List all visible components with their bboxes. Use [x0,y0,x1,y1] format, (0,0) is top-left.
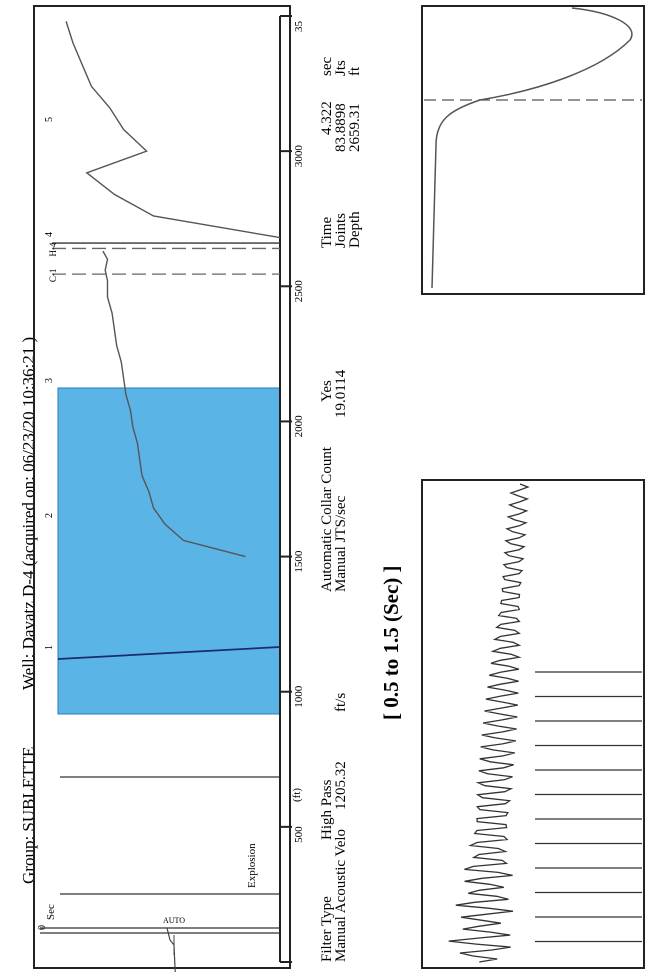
ft-label: (ft) [291,788,303,802]
depth-tick-label: 1500 [293,550,305,573]
velocity-unit: ft/s [333,693,349,712]
depth-tick-label: 500 [293,826,305,843]
main-series-line [65,21,281,239]
time-tick-label: 2 [44,513,55,518]
zoom-waveform [448,483,530,963]
main-time-ticks: 1 2 3 4 5 [44,117,55,650]
main-series-line [102,250,246,558]
joints-label: Joints [333,213,349,248]
depth-value: 2659.31 [347,103,363,152]
main-markers: C-1 H-4 [48,242,280,282]
well-label: Well: Davatz D-4 (acquired on: 06/23/20 … [19,337,38,690]
window-box [57,387,281,715]
velocity-label: Manual Acoustic Velo [333,829,349,962]
time-tick-label: 4 [44,232,55,237]
auto-trace [166,927,176,972]
depth-unit: ft [347,66,363,76]
depth-tick-label: 35 [293,21,305,33]
filter-type-value: High Pass [319,779,335,840]
main-chart-frame [33,5,291,969]
joints-value: 83.8898 [333,103,349,152]
time-unit: sec [319,57,335,76]
marker-label-c1: C-1 [48,269,58,283]
collar-count-label: Automatic Collar Count [319,446,335,592]
zoom-chart-frame [421,479,645,969]
collar-count-value: Yes [319,380,335,402]
depth-tick-label: 1000 [293,685,305,708]
zero-sec-label: 0 [37,925,48,930]
depth-label: Depth [347,211,363,248]
zoom-series [448,483,642,963]
depth-tick-label: 2500 [293,280,305,303]
echo-chart-frame [421,5,645,295]
time-tick-label: 5 [44,117,55,122]
velocity-value: 1205.32 [333,761,349,810]
time-label: Time [319,217,335,248]
main-series [65,21,281,558]
time-tick-label: 1 [44,645,55,650]
depth-tick-label: 2000 [293,415,305,438]
time-tick-label: 3 [44,378,55,383]
group-label: Group: SUBLETTE [19,747,38,884]
echo-curve [431,7,633,289]
joints-unit: Jts [333,60,349,76]
window-title: [ 0.5 to 1.5 (Sec) ] [379,565,403,720]
manual-jts-value: 19.0114 [333,369,349,418]
manual-jts-label: Manual JTS/sec [333,495,349,592]
auto-label: AUTO [163,916,185,925]
echo-series [431,7,633,289]
sec-label: Sec [45,904,57,920]
time-value: 4.322 [319,101,335,135]
window-trace [57,646,281,660]
filter-type-label: Filter Type [319,896,335,962]
explosion-label: Explosion [246,843,258,888]
marker-label-h4: H-4 [48,242,58,256]
depth-tick-label: 3000 [293,145,305,168]
